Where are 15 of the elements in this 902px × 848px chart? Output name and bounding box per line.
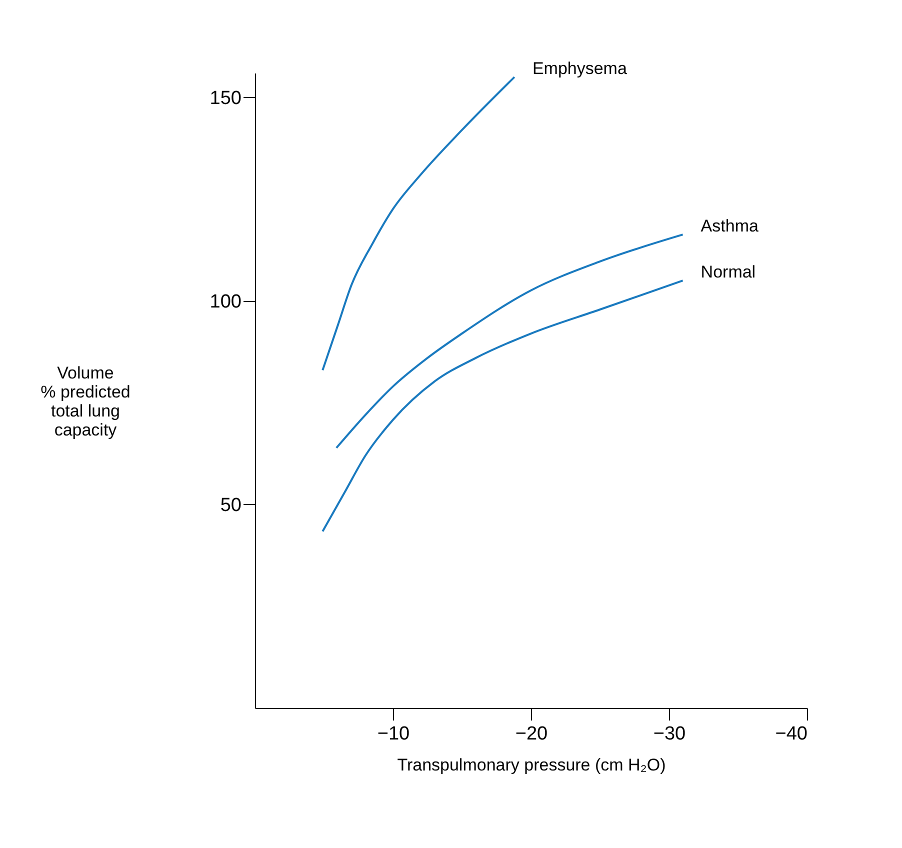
y-tick-label: 50 (220, 494, 242, 516)
series-label: Emphysema (532, 59, 628, 78)
x-tick-label: −40 (775, 724, 808, 744)
line-series (335, 234, 684, 449)
x-tick-label: −10 (377, 724, 410, 744)
series-label: Normal (700, 262, 756, 282)
line-series (322, 76, 516, 372)
series-label: Asthma (700, 216, 759, 236)
x-tick-label: −30 (653, 724, 686, 744)
x-axis-title: Transpulmonary pressure (cm H₂O) (397, 756, 666, 774)
line-series (322, 280, 684, 532)
y-tick-label: 100 (210, 291, 242, 312)
y-tick-label: 150 (210, 88, 242, 109)
x-tick-label: −20 (515, 724, 548, 744)
y-axis-title: Volume % predicted total lung capacity (40, 364, 130, 440)
